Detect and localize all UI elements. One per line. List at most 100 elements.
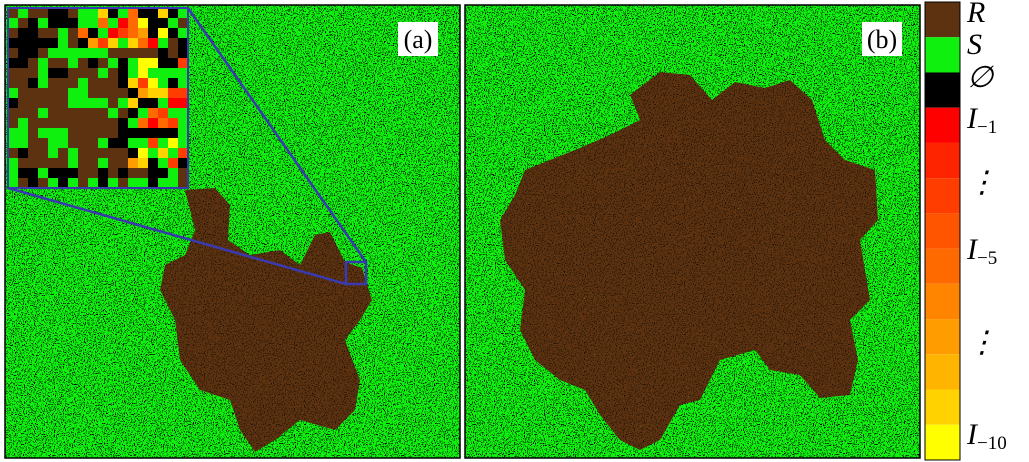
inset-cell — [38, 78, 48, 88]
inset-cell — [98, 18, 108, 28]
inset-cell — [78, 98, 88, 108]
inset-cell — [38, 58, 48, 68]
inset-cell — [148, 178, 158, 188]
inset-cell — [138, 68, 148, 78]
legend-symbol: S — [967, 28, 982, 61]
inset-cell — [118, 88, 128, 98]
legend-label: ∅ — [967, 61, 995, 94]
inset-cell — [28, 8, 38, 18]
inset-cell — [168, 168, 178, 178]
inset-cell — [108, 118, 118, 128]
inset-cell — [18, 38, 28, 48]
inset-cell — [28, 138, 38, 148]
inset-cell — [28, 118, 38, 128]
inset-cell — [38, 18, 48, 28]
inset-cell — [48, 148, 58, 158]
inset-cell — [178, 148, 188, 158]
inset-cell — [8, 98, 18, 108]
inset-cell — [138, 108, 148, 118]
inset-cell — [8, 38, 18, 48]
inset-cell — [28, 108, 38, 118]
inset-cell — [48, 178, 58, 188]
legend-label: I−1 — [966, 102, 997, 138]
inset-cell — [178, 178, 188, 188]
inset-cell — [178, 128, 188, 138]
panel-b-lattice — [465, 5, 920, 458]
inset-cell — [148, 148, 158, 158]
inset-cell — [158, 58, 168, 68]
inset-cell — [168, 178, 178, 188]
inset-cell — [118, 48, 128, 58]
inset-cell — [128, 38, 138, 48]
inset-cell — [148, 138, 158, 148]
inset-cell — [98, 168, 108, 178]
inset-cell — [168, 38, 178, 48]
inset-cell — [108, 128, 118, 138]
legend-swatch — [925, 37, 960, 72]
inset-cell — [58, 148, 68, 158]
body: (a) (b) RS∅I−1⋮I−5⋮I−10 (() => { const d… — [0, 0, 1029, 462]
inset-cell — [8, 68, 18, 78]
inset-cell — [48, 98, 58, 108]
inset-cell — [158, 168, 168, 178]
inset-cell — [158, 138, 168, 148]
inset-cell — [68, 108, 78, 118]
inset-cell — [118, 108, 128, 118]
legend-swatch — [925, 2, 960, 37]
inset-cell — [158, 8, 168, 18]
inset-cell — [178, 48, 188, 58]
inset-cell — [98, 98, 108, 108]
inset-cell — [28, 148, 38, 158]
inset-cell — [128, 68, 138, 78]
inset-cell — [18, 148, 28, 158]
legend-swatch — [925, 319, 960, 354]
inset-cell — [128, 168, 138, 178]
legend-swatch — [925, 425, 960, 460]
inset-cell — [78, 88, 88, 98]
inset-cell — [98, 128, 108, 138]
inset-cell — [28, 18, 38, 28]
inset-cell — [138, 158, 148, 168]
inset-cell — [28, 28, 38, 38]
legend-label: R — [966, 0, 985, 29]
inset-cell — [178, 98, 188, 108]
inset-cell — [108, 68, 118, 78]
inset-cell — [8, 108, 18, 118]
inset-cell — [68, 8, 78, 18]
inset-cell — [168, 8, 178, 18]
inset-cell — [138, 38, 148, 48]
inset-cell — [18, 28, 28, 38]
legend-symbol: ∅ — [967, 61, 995, 94]
inset-cell — [28, 78, 38, 88]
inset-cell — [8, 28, 18, 38]
inset — [8, 8, 188, 188]
inset-cell — [78, 38, 88, 48]
inset-cell — [8, 58, 18, 68]
inset-cell — [138, 78, 148, 88]
inset-cell — [78, 48, 88, 58]
inset-cell — [78, 28, 88, 38]
inset-cell — [48, 118, 58, 128]
inset-cell — [118, 128, 128, 138]
inset-cell — [138, 128, 148, 138]
inset-cell — [98, 178, 108, 188]
inset-cell — [68, 158, 78, 168]
legend-label: I−10 — [966, 418, 1007, 454]
inset-cell — [88, 88, 98, 98]
inset-cell — [178, 88, 188, 98]
inset-cell — [28, 88, 38, 98]
inset-cell — [88, 8, 98, 18]
inset-cell — [48, 108, 58, 118]
inset-cell — [128, 18, 138, 28]
inset-cell — [58, 138, 68, 148]
inset-cell — [168, 158, 178, 168]
inset-cell — [68, 88, 78, 98]
inset-cell — [158, 78, 168, 88]
inset-cell — [8, 128, 18, 138]
inset-cell — [108, 8, 118, 18]
inset-cell — [108, 168, 118, 178]
inset-cell — [128, 178, 138, 188]
inset-cell — [138, 18, 148, 28]
inset-cell — [158, 28, 168, 38]
inset-cell — [38, 148, 48, 158]
